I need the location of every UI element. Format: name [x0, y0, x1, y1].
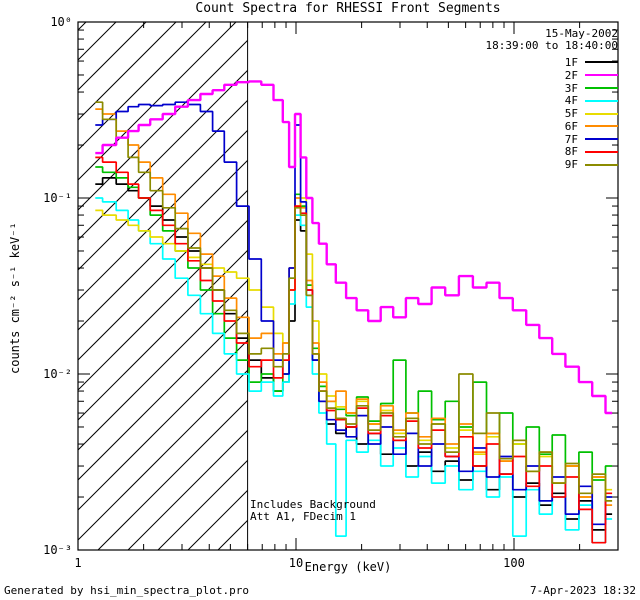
legend-color-line [585, 99, 618, 102]
series-line-2F [95, 80, 613, 415]
legend-item-1F: 1F [486, 56, 618, 69]
x-tick-label: 1 [74, 556, 81, 570]
footer-datetime: 7-Apr-2023 18:32 [530, 584, 636, 597]
legend-label: 5F [564, 107, 578, 121]
legend-color-line [585, 125, 618, 128]
legend-label: 8F [564, 145, 578, 159]
x-tick-label: 100 [503, 556, 525, 570]
series-line-4F [95, 197, 613, 544]
hatch-line [77, 21, 87, 31]
hatch-line [77, 370, 248, 541]
chart-title: Count Spectra for RHESSI Front Segments [195, 1, 501, 16]
legend-item-3F: 3F [486, 82, 618, 95]
hatch-line [97, 400, 248, 551]
legend-color-line [585, 150, 618, 153]
hatch-line [217, 520, 248, 551]
hatch-line [77, 280, 248, 451]
legend-label: 1F [564, 55, 578, 69]
hatch-line [77, 220, 248, 391]
hatch-line [77, 21, 117, 61]
legend-item-4F: 4F [486, 94, 618, 107]
series-line-5F [95, 197, 613, 498]
hatch-line [77, 250, 248, 421]
hatch-line [77, 340, 248, 511]
hatch-line [77, 40, 248, 211]
series-line-8F [95, 156, 613, 544]
legend-label: 7F [564, 132, 578, 146]
plot-frame [77, 21, 619, 551]
y-tick-label: 10⁻¹ [43, 191, 72, 205]
footer-generator: Generated by hsi_min_spectra_plot.pro [4, 584, 250, 597]
series-line-9F [95, 101, 613, 502]
legend-label: 3F [564, 81, 578, 95]
legend-item-2F: 2F [486, 69, 618, 82]
legend-color-line [585, 86, 618, 89]
legend-color-line [585, 112, 618, 115]
legend-item-6F: 6F [486, 120, 618, 133]
legend: 15-May-2002 18:39:00 to 18:40:00 1F 2F 3F 4… [486, 28, 618, 171]
legend-item-7F: 7F [486, 133, 618, 146]
legend-label: 4F [564, 94, 578, 108]
y-tick-label: 10⁻² [43, 367, 72, 381]
x-tick-label: 10 [289, 556, 303, 570]
legend-label: 9F [564, 158, 578, 172]
legend-time-range: 18:39:00 to 18:40:00 [485, 39, 618, 52]
legend-color-line [585, 163, 618, 166]
hatch-line [157, 460, 248, 551]
hatch-line [77, 310, 248, 481]
hatch-line [77, 70, 248, 241]
legend-label: 2F [564, 68, 578, 82]
y-tick-label: 10⁰ [50, 15, 72, 29]
y-axis-label: counts cm⁻² s⁻¹ keV⁻¹ [8, 222, 22, 374]
legend-entries: 1F 2F 3F 4F 5F 6F 7F 8F 9F [486, 56, 618, 171]
legend-item-8F: 8F [486, 145, 618, 159]
hatch-line [77, 21, 237, 181]
legend-label: 6F [564, 119, 578, 133]
hatch-line [77, 21, 147, 91]
x-axis-label: Energy (keV) [304, 560, 392, 574]
y-tick-label: 10⁻³ [43, 543, 72, 557]
series-line-3F [95, 166, 613, 481]
attenuator-note: Att A1, FDecim 1 [250, 510, 356, 523]
hatch-line [77, 190, 248, 361]
legend-color-line [585, 138, 618, 141]
background-note: Includes Background [250, 498, 376, 511]
legend-item-9F: 9F [486, 158, 618, 171]
hatch-line [187, 490, 248, 551]
legend-date: 15-May-2002 [545, 27, 618, 40]
legend-color-line [585, 74, 618, 77]
hatch-line [77, 21, 207, 151]
hatch-line [77, 21, 177, 121]
legend-item-5F: 5F [486, 107, 618, 120]
hatch-line [127, 430, 248, 551]
legend-color-line [585, 61, 618, 64]
